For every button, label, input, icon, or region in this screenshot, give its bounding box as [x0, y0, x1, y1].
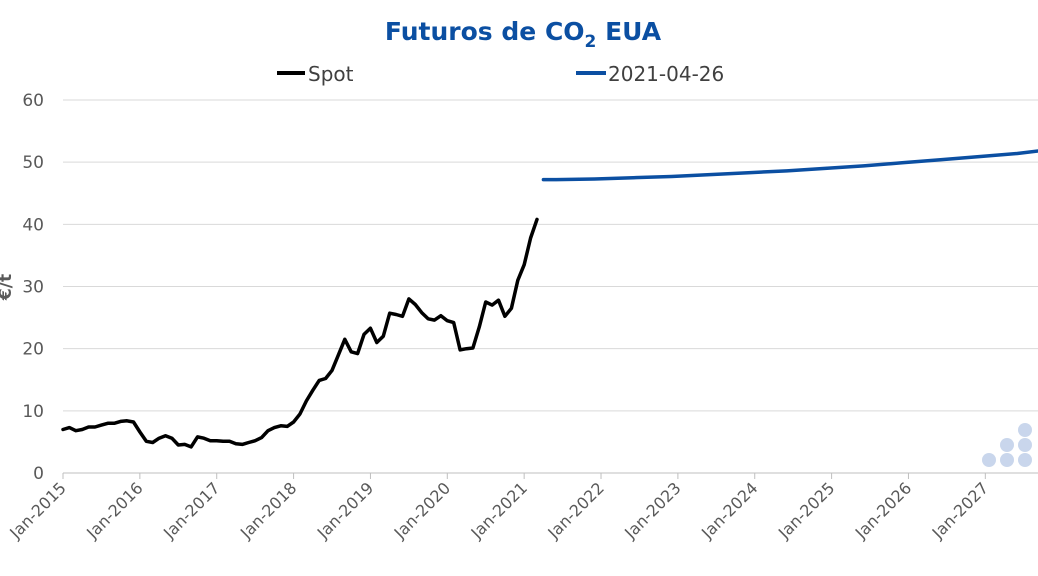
- x-tick-label: Jan-2020: [390, 478, 454, 542]
- y-tick-label: 60: [22, 91, 44, 111]
- series-line-spot: [61, 217, 539, 449]
- y-tick-label: 0: [33, 464, 44, 484]
- y-tick-label: 10: [22, 402, 44, 422]
- logo-dot: [1018, 453, 1032, 467]
- x-tick-label: Jan-2021: [467, 478, 531, 542]
- y-tick-label: 30: [22, 278, 44, 298]
- x-axis-ticks: Jan-2015 Jan-2016 Jan-2017 Jan-2018 Jan-2019…: [5, 473, 992, 543]
- x-tick-label: Jan-2019: [313, 478, 377, 542]
- chart-title-tail: EUA: [596, 17, 661, 46]
- chart-title-main: Futuros de CO: [385, 17, 585, 46]
- x-tick-label: Jan-2016: [82, 478, 146, 542]
- legend: Spot 2021-04-26: [277, 62, 724, 86]
- logo-dot: [1018, 423, 1032, 437]
- chart-title-subscript: 2: [585, 32, 597, 52]
- x-tick-label: Jan-2017: [159, 478, 223, 542]
- x-tick-label: Jan-2023: [620, 478, 684, 542]
- logo-dot: [1000, 453, 1014, 467]
- y-axis-label: €/t: [0, 274, 16, 301]
- y-tick-label: 40: [22, 215, 44, 235]
- legend-label-2021-04-26: 2021-04-26: [608, 62, 724, 86]
- y-tick-label: 50: [22, 153, 44, 173]
- logo-dot: [982, 453, 996, 467]
- x-tick-label: Jan-2024: [697, 478, 761, 542]
- x-tick-label: Jan-2026: [851, 478, 915, 542]
- x-tick-label: Jan-2027: [928, 478, 992, 542]
- gridlines: [63, 99, 1038, 412]
- series: [61, 149, 1038, 449]
- logo-dot: [1000, 438, 1014, 452]
- x-tick-label: Jan-2022: [543, 478, 607, 542]
- y-tick-label: 20: [22, 340, 44, 360]
- x-tick-label: Jan-2025: [774, 478, 838, 542]
- logo-dot: [1018, 438, 1032, 452]
- x-tick-label: Jan-2018: [236, 478, 300, 542]
- y-axis-ticks: 0 10 20 30 40 50 60: [22, 91, 44, 484]
- series-line-forward-curve: [541, 149, 1038, 182]
- dots-logo-icon: [982, 423, 1032, 467]
- legend-label-spot: Spot: [308, 62, 354, 86]
- chart-title: Futuros de CO2 EUA: [385, 17, 662, 52]
- x-tick-label: Jan-2015: [5, 478, 69, 542]
